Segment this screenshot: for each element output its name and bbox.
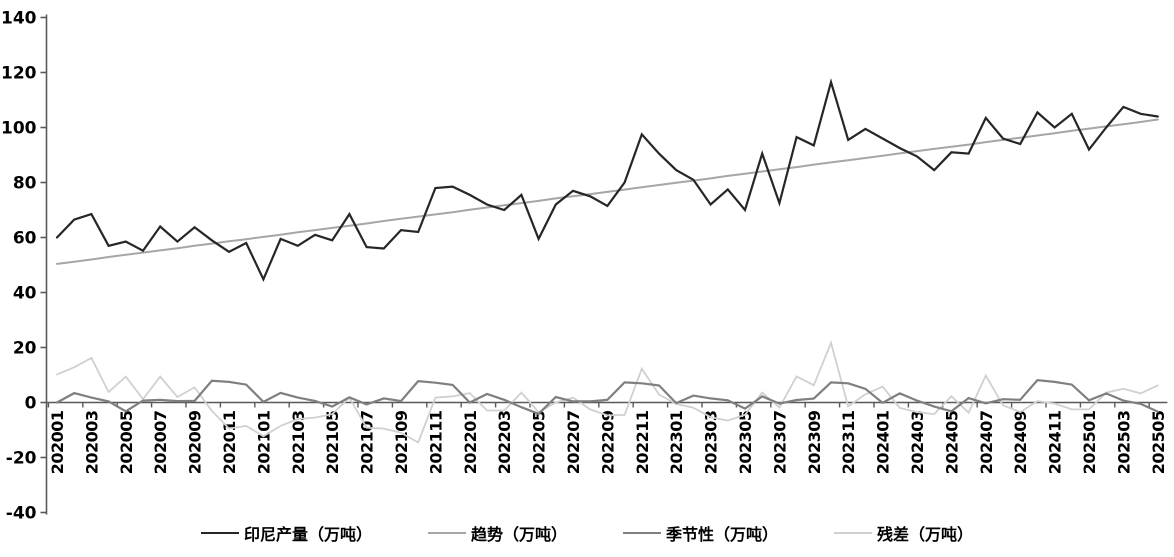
x-tick-label: 202309 [805, 410, 824, 474]
x-tick-label: 202101 [254, 410, 273, 474]
x-tick-label: 202003 [82, 411, 101, 475]
x-tick-label: 202301 [667, 410, 686, 474]
x-tick-label: 202307 [770, 411, 789, 475]
x-tick-label: 202503 [1114, 411, 1133, 475]
x-tick-label: 202411 [1046, 410, 1065, 474]
x-tick-label: 202205 [530, 410, 549, 474]
legend-item-trend: 趋势（万吨） [427, 521, 567, 545]
seasonality-line-swatch [623, 532, 661, 534]
x-tick-label: 202403 [908, 411, 927, 475]
x-tick-label: 202011 [220, 410, 239, 474]
y-tick-label: 140 [1, 9, 37, 29]
legend: 印尼产量（万吨） 趋势（万吨） 季节性（万吨） 残差（万吨） [0, 521, 1174, 545]
x-tick-label: 202407 [977, 411, 996, 475]
x-tick-label: 202001 [48, 410, 67, 474]
y-tick-label: 20 [13, 339, 37, 359]
x-tick-label: 202209 [598, 410, 617, 474]
x-tick-label: 202005 [117, 410, 136, 474]
y-tick-label: -40 [6, 504, 37, 524]
x-tick-label: 202305 [736, 410, 755, 474]
y-tick-label: 40 [13, 284, 37, 304]
y-tick-label: 80 [13, 174, 37, 194]
trend-line-swatch [427, 532, 466, 534]
x-tick-label: 202409 [1011, 410, 1030, 474]
legend-label-residual: 残差（万吨） [877, 525, 974, 544]
y-tick-label: 0 [25, 394, 37, 414]
legend-label-trend: 趋势（万吨） [470, 525, 567, 544]
legend-item-production: 印尼产量（万吨） [200, 521, 372, 545]
x-tick-label: 202107 [358, 411, 377, 475]
x-tick-label: 202105 [323, 410, 342, 474]
y-tick-label: -20 [6, 449, 37, 469]
x-tick-label: 202303 [702, 411, 721, 475]
x-tick-label: 202211 [633, 410, 652, 474]
x-tick-label: 202401 [874, 410, 893, 474]
x-tick-label: 202111 [426, 410, 445, 474]
x-tick-label: 202201 [461, 410, 480, 474]
x-tick-label: 202009 [186, 410, 205, 474]
x-tick-label: 202501 [1080, 410, 1099, 474]
production-line-swatch [200, 532, 239, 534]
legend-label-production: 印尼产量（万吨） [243, 525, 372, 544]
x-tick-label: 202405 [942, 410, 961, 474]
x-tick-label: 202103 [289, 411, 308, 475]
y-tick-label: 100 [1, 119, 37, 139]
x-tick-label: 202311 [839, 410, 858, 474]
trend-line [56, 118, 1159, 265]
x-tick-label: 202109 [392, 410, 411, 474]
x-tick-label: 202505 [1149, 410, 1168, 474]
y-tick-label: 60 [13, 229, 37, 249]
x-tick-label: 202203 [495, 411, 514, 475]
legend-label-seasonality: 季节性（万吨） [666, 525, 779, 544]
x-tick-label: 202007 [151, 411, 170, 475]
legend-item-seasonality: 季节性（万吨） [623, 521, 778, 545]
production-line [55, 78, 1159, 282]
x-tick-label: 202207 [564, 411, 583, 475]
legend-item-residual: 残差（万吨） [834, 521, 973, 545]
y-tick-label: 120 [1, 64, 37, 84]
seasonality-line [55, 379, 1159, 416]
residual-line-swatch [834, 532, 873, 534]
